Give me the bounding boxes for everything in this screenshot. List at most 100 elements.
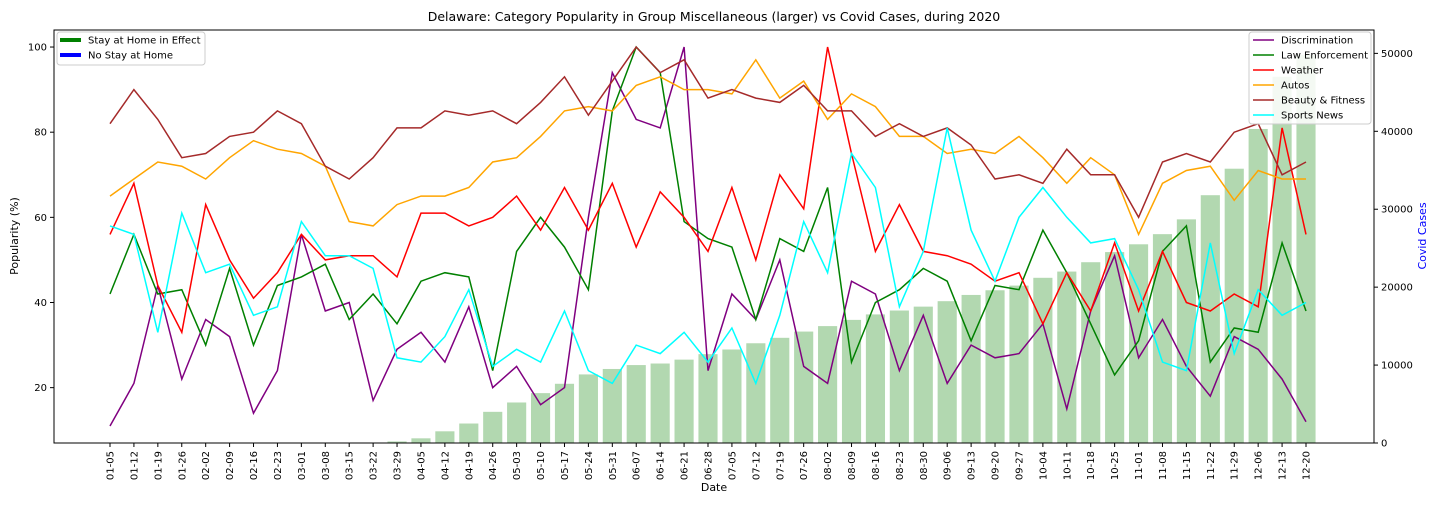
x-tick-label: 08-30: [919, 451, 930, 480]
covid-bar: [1009, 285, 1029, 443]
x-tick-label: 01-05: [106, 451, 117, 480]
x-tick-label: 05-03: [512, 451, 523, 480]
x-tick-label: 05-31: [608, 451, 619, 480]
covid-bar: [913, 306, 933, 443]
x-tick-label: 04-12: [440, 451, 451, 480]
covid-bar: [1200, 195, 1220, 443]
legend-categories: Discrimination Law Enforcement Weather Auto…: [1248, 31, 1372, 125]
y2-tick-label: 20000: [1381, 283, 1413, 294]
covid-bar: [818, 326, 838, 443]
x-tick-label: 01-12: [129, 451, 140, 480]
covid-bar: [1081, 262, 1101, 443]
covid-bar: [985, 290, 1005, 443]
legend-label: Autos: [1281, 81, 1309, 92]
x-tick-label: 04-26: [488, 451, 499, 480]
covid-bar: [841, 319, 862, 443]
y-tick-label: 40: [34, 298, 47, 309]
x-tick-label: 02-02: [201, 451, 212, 480]
x-tick-label: 05-10: [536, 451, 547, 480]
legend-label: Sports News: [1281, 111, 1343, 122]
x-tick-label: 09-13: [967, 451, 978, 480]
covid-bar: [865, 314, 886, 443]
y-axis-right: 0 10000 20000 30000 40000 50000: [1374, 49, 1413, 450]
x-tick-label: 08-16: [871, 451, 882, 480]
x-tick-label: 10-04: [1038, 451, 1049, 480]
series-line-discrimination: [109, 46, 1307, 427]
x-tick-label: 08-09: [847, 451, 858, 480]
x-tick-label: 01-26: [177, 451, 188, 480]
x-tick-label: 11-15: [1182, 451, 1193, 480]
y-axis-left: 20 40 60 80 100: [28, 43, 54, 394]
y2-tick-label: 10000: [1381, 361, 1413, 372]
y2-tick-label: 0: [1381, 439, 1387, 450]
x-tick-label: 04-05: [417, 451, 428, 480]
x-axis: 01-05 01-12 01-19 01-26 02-02 02-09 02-16 02-23…: [106, 443, 1313, 480]
covid-bar: [1057, 271, 1077, 443]
covid-bar: [794, 331, 814, 443]
covid-bar: [961, 294, 981, 443]
covid-bar: [746, 343, 766, 443]
covid-bar: [1105, 252, 1125, 443]
legend-frame: [1248, 31, 1372, 125]
legend-stay-at-home: Stay at Home in Effect No Stay at Home: [56, 31, 206, 66]
covid-bar: [459, 423, 479, 443]
y2-axis-label: Covid Cases: [1416, 202, 1429, 269]
x-tick-label: 03-15: [345, 451, 356, 480]
covid-bar: [1224, 168, 1244, 443]
covid-bar: [650, 363, 670, 443]
popularity-lines: [109, 45, 1307, 427]
x-tick-label: 12-20: [1302, 451, 1313, 480]
x-tick-label: 09-27: [1015, 451, 1026, 480]
legend-frame: [56, 31, 206, 66]
covid-bar: [889, 310, 909, 443]
x-tick-label: 08-23: [895, 451, 906, 480]
x-tick-label: 02-16: [249, 451, 260, 480]
x-tick-label: 07-19: [775, 451, 786, 480]
covid-bar: [578, 374, 598, 443]
covid-bar: [530, 393, 551, 443]
y2-tick-label: 30000: [1381, 205, 1413, 216]
legend-label: No Stay at Home: [88, 51, 173, 62]
plot-frame: [53, 29, 1375, 444]
covid-bar: [1248, 128, 1268, 443]
covid-bar: [674, 359, 694, 443]
x-tick-label: 03-22: [369, 451, 380, 480]
x-tick-label: 03-01: [297, 451, 308, 480]
x-tick-label: 09-20: [991, 451, 1002, 480]
x-axis-label: Date: [701, 481, 728, 494]
y-tick-label: 100: [28, 43, 47, 54]
covid-bar: [483, 411, 503, 443]
x-tick-label: 12-06: [1254, 451, 1265, 480]
y-axis-label: Popularity (%): [8, 197, 21, 275]
y2-tick-label: 50000: [1381, 49, 1413, 60]
y2-tick-label: 40000: [1381, 127, 1413, 138]
covid-bar: [1296, 54, 1316, 443]
legend-label: Stay at Home in Effect: [88, 36, 201, 47]
y-tick-label: 80: [34, 128, 47, 139]
covid-bar: [1128, 244, 1149, 443]
x-tick-label: 04-19: [464, 451, 475, 480]
legend-label: Weather: [1281, 66, 1324, 77]
x-tick-label: 11-01: [1134, 451, 1145, 480]
x-tick-label: 10-18: [1086, 451, 1097, 480]
covid-bar: [1176, 219, 1196, 443]
x-tick-label: 11-08: [1158, 451, 1169, 480]
covid-bar: [698, 354, 718, 443]
x-tick-label: 07-26: [799, 451, 810, 480]
x-tick-label: 01-19: [153, 451, 164, 480]
y-tick-label: 20: [34, 383, 47, 394]
y-tick-label: 60: [34, 213, 47, 224]
covid-bar: [435, 431, 455, 443]
covid-bar: [554, 383, 575, 443]
series-line-beauty-fitness: [109, 45, 1307, 219]
x-tick-label: 07-12: [751, 451, 762, 480]
legend-label: Law Enforcement: [1281, 51, 1368, 62]
covid-bar: [1152, 234, 1173, 443]
x-tick-label: 07-05: [727, 451, 738, 480]
covid-bar: [770, 337, 790, 443]
covid-bar: [602, 368, 622, 443]
legend-label: Beauty & Fitness: [1281, 96, 1365, 107]
x-tick-label: 12-13: [1278, 451, 1289, 480]
